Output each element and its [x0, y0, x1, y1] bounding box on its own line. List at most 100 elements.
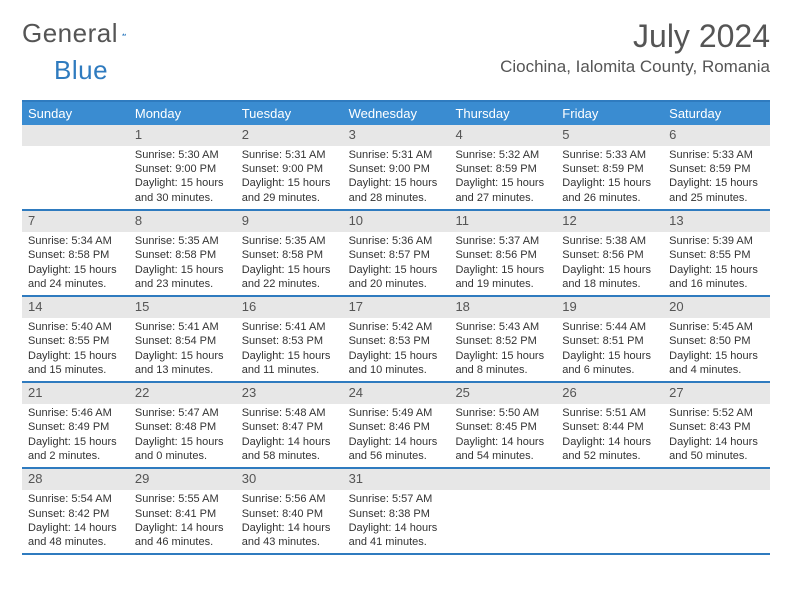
- day-cell: 1Sunrise: 5:30 AMSunset: 9:00 PMDaylight…: [129, 125, 236, 209]
- day-number: 21: [22, 383, 129, 404]
- day-body: Sunrise: 5:41 AMSunset: 8:54 PMDaylight:…: [129, 318, 236, 381]
- sunrise-line: Sunrise: 5:40 AM: [28, 320, 123, 334]
- daylight-line: Daylight: 15 hours and 18 minutes.: [562, 263, 657, 292]
- day-number: 25: [449, 383, 556, 404]
- daylight-line: Daylight: 14 hours and 41 minutes.: [349, 521, 444, 550]
- day-cell: 6 Sunrise: 5:33 AMSunset: 8:59 PMDaylight…: [663, 125, 770, 209]
- day-number: 11: [449, 211, 556, 232]
- day-number: 4: [449, 125, 556, 146]
- day-body: Sunrise: 5:45 AMSunset: 8:50 PMDaylight:…: [663, 318, 770, 381]
- sunset-line: Sunset: 8:40 PM: [242, 507, 337, 521]
- daylight-line: Daylight: 15 hours and 26 minutes.: [562, 176, 657, 205]
- day-cell: 11Sunrise: 5:37 AMSunset: 8:56 PMDayligh…: [449, 211, 556, 295]
- day-number: 28: [22, 469, 129, 490]
- day-cell: 29Sunrise: 5:55 AMSunset: 8:41 PMDayligh…: [129, 469, 236, 553]
- day-number-empty: [663, 469, 770, 490]
- title-block: July 2024 Ciochina, Ialomita County, Rom…: [500, 18, 770, 77]
- day-number: 9: [236, 211, 343, 232]
- sunset-line: Sunset: 8:59 PM: [669, 162, 764, 176]
- sunrise-line: Sunrise: 5:48 AM: [242, 406, 337, 420]
- day-cell: 15Sunrise: 5:41 AMSunset: 8:54 PMDayligh…: [129, 297, 236, 381]
- day-number: 17: [343, 297, 450, 318]
- day-of-week-header: Thursday: [449, 102, 556, 125]
- day-body: Sunrise: 5:38 AMSunset: 8:56 PMDaylight:…: [556, 232, 663, 295]
- sunset-line: Sunset: 8:50 PM: [669, 334, 764, 348]
- sunrise-line: Sunrise: 5:55 AM: [135, 492, 230, 506]
- day-body: Sunrise: 5:42 AMSunset: 8:53 PMDaylight:…: [343, 318, 450, 381]
- day-number: 27: [663, 383, 770, 404]
- sunrise-line: Sunrise: 5:38 AM: [562, 234, 657, 248]
- day-cell: 31Sunrise: 5:57 AMSunset: 8:38 PMDayligh…: [343, 469, 450, 553]
- daylight-line: Daylight: 14 hours and 43 minutes.: [242, 521, 337, 550]
- sunset-line: Sunset: 8:46 PM: [349, 420, 444, 434]
- sunrise-line: Sunrise: 5:33 AM: [669, 148, 764, 162]
- day-number: 20: [663, 297, 770, 318]
- daylight-line: Daylight: 15 hours and 6 minutes.: [562, 349, 657, 378]
- sunrise-line: Sunrise: 5:57 AM: [349, 492, 444, 506]
- day-cell: 27Sunrise: 5:52 AMSunset: 8:43 PMDayligh…: [663, 383, 770, 467]
- day-number: 6: [663, 125, 770, 146]
- sunrise-line: Sunrise: 5:54 AM: [28, 492, 123, 506]
- sunrise-line: Sunrise: 5:41 AM: [242, 320, 337, 334]
- week-row: 7Sunrise: 5:34 AMSunset: 8:58 PMDaylight…: [22, 211, 770, 297]
- day-number: 3: [343, 125, 450, 146]
- day-number-empty: [449, 469, 556, 490]
- day-cell: 24Sunrise: 5:49 AMSunset: 8:46 PMDayligh…: [343, 383, 450, 467]
- day-body: Sunrise: 5:48 AMSunset: 8:47 PMDaylight:…: [236, 404, 343, 467]
- sunset-line: Sunset: 8:49 PM: [28, 420, 123, 434]
- day-body: Sunrise: 5:36 AMSunset: 8:57 PMDaylight:…: [343, 232, 450, 295]
- sunrise-line: Sunrise: 5:41 AM: [135, 320, 230, 334]
- day-body: Sunrise: 5:52 AMSunset: 8:43 PMDaylight:…: [663, 404, 770, 467]
- week-row: 1Sunrise: 5:30 AMSunset: 9:00 PMDaylight…: [22, 125, 770, 211]
- sunrise-line: Sunrise: 5:32 AM: [455, 148, 550, 162]
- day-body: Sunrise: 5:39 AMSunset: 8:55 PMDaylight:…: [663, 232, 770, 295]
- day-number: 19: [556, 297, 663, 318]
- daylight-line: Daylight: 15 hours and 22 minutes.: [242, 263, 337, 292]
- day-cell: [556, 469, 663, 553]
- day-body: Sunrise: 5:40 AMSunset: 8:55 PMDaylight:…: [22, 318, 129, 381]
- day-cell: [663, 469, 770, 553]
- sunrise-line: Sunrise: 5:56 AM: [242, 492, 337, 506]
- day-number: 16: [236, 297, 343, 318]
- day-body: Sunrise: 5:56 AMSunset: 8:40 PMDaylight:…: [236, 490, 343, 553]
- day-number: 24: [343, 383, 450, 404]
- day-body: Sunrise: 5:55 AMSunset: 8:41 PMDaylight:…: [129, 490, 236, 553]
- day-cell: 8Sunrise: 5:35 AMSunset: 8:58 PMDaylight…: [129, 211, 236, 295]
- sunset-line: Sunset: 9:00 PM: [135, 162, 230, 176]
- sunset-line: Sunset: 9:00 PM: [242, 162, 337, 176]
- day-cell: 25Sunrise: 5:50 AMSunset: 8:45 PMDayligh…: [449, 383, 556, 467]
- day-number: 2: [236, 125, 343, 146]
- day-body: Sunrise: 5:33 AMSunset: 8:59 PMDaylight:…: [556, 146, 663, 209]
- sunset-line: Sunset: 8:52 PM: [455, 334, 550, 348]
- day-body: Sunrise: 5:47 AMSunset: 8:48 PMDaylight:…: [129, 404, 236, 467]
- sunset-line: Sunset: 8:45 PM: [455, 420, 550, 434]
- daylight-line: Daylight: 14 hours and 48 minutes.: [28, 521, 123, 550]
- daylight-line: Daylight: 15 hours and 25 minutes.: [669, 176, 764, 205]
- day-number: 29: [129, 469, 236, 490]
- sunrise-line: Sunrise: 5:35 AM: [135, 234, 230, 248]
- sunrise-line: Sunrise: 5:39 AM: [669, 234, 764, 248]
- day-cell: 12Sunrise: 5:38 AMSunset: 8:56 PMDayligh…: [556, 211, 663, 295]
- sunrise-line: Sunrise: 5:35 AM: [242, 234, 337, 248]
- day-cell: 3Sunrise: 5:31 AMSunset: 9:00 PMDaylight…: [343, 125, 450, 209]
- sunrise-line: Sunrise: 5:46 AM: [28, 406, 123, 420]
- day-number: 1: [129, 125, 236, 146]
- sunset-line: Sunset: 8:59 PM: [455, 162, 550, 176]
- logo-text-1: General: [22, 18, 118, 49]
- daylight-line: Daylight: 15 hours and 16 minutes.: [669, 263, 764, 292]
- day-body: Sunrise: 5:31 AMSunset: 9:00 PMDaylight:…: [236, 146, 343, 209]
- day-cell: 30Sunrise: 5:56 AMSunset: 8:40 PMDayligh…: [236, 469, 343, 553]
- day-number: 10: [343, 211, 450, 232]
- day-cell: 18Sunrise: 5:43 AMSunset: 8:52 PMDayligh…: [449, 297, 556, 381]
- day-cell: 7Sunrise: 5:34 AMSunset: 8:58 PMDaylight…: [22, 211, 129, 295]
- day-cell: 16Sunrise: 5:41 AMSunset: 8:53 PMDayligh…: [236, 297, 343, 381]
- week-row: 28Sunrise: 5:54 AMSunset: 8:42 PMDayligh…: [22, 469, 770, 555]
- sunset-line: Sunset: 8:41 PM: [135, 507, 230, 521]
- day-number: 13: [663, 211, 770, 232]
- day-of-week-header: Wednesday: [343, 102, 450, 125]
- daylight-line: Daylight: 15 hours and 27 minutes.: [455, 176, 550, 205]
- sunrise-line: Sunrise: 5:49 AM: [349, 406, 444, 420]
- sunset-line: Sunset: 8:42 PM: [28, 507, 123, 521]
- daylight-line: Daylight: 15 hours and 30 minutes.: [135, 176, 230, 205]
- daylight-line: Daylight: 14 hours and 52 minutes.: [562, 435, 657, 464]
